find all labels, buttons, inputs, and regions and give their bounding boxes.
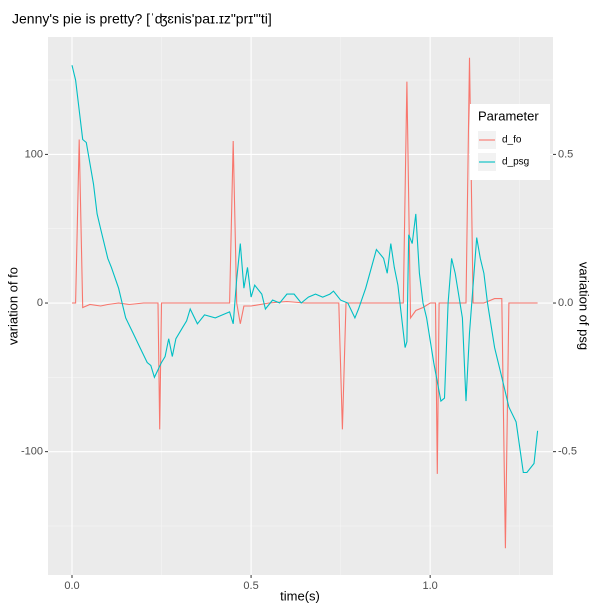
y-tick-label: 100 (25, 148, 43, 160)
series-line (72, 57, 538, 549)
y-tick-label: -100 (21, 446, 43, 458)
y-axis-label: variation of fo (5, 267, 20, 345)
legend-label: d_fo (502, 135, 522, 146)
chart-title: Jenny's pie is pretty? [ˈʤɛnis'paɪ.ɪz"pr… (12, 11, 272, 27)
y2-axis-label: variation of psg (577, 262, 592, 350)
y2-tick-label: 0.0 (558, 297, 573, 309)
series-line (71, 65, 539, 474)
x-axis-label: time(s) (280, 588, 320, 603)
y-tick-label: 0 (37, 297, 43, 309)
legend-title: Parameter (478, 108, 539, 123)
x-tick-label: 1.0 (423, 580, 438, 592)
x-tick-label: 0.0 (64, 580, 79, 592)
y2-tick-label: 0.5 (558, 148, 573, 160)
y2-tick-label: -0.5 (558, 446, 577, 458)
legend-label: d_psg (502, 157, 529, 168)
x-tick-label: 0.5 (243, 580, 258, 592)
